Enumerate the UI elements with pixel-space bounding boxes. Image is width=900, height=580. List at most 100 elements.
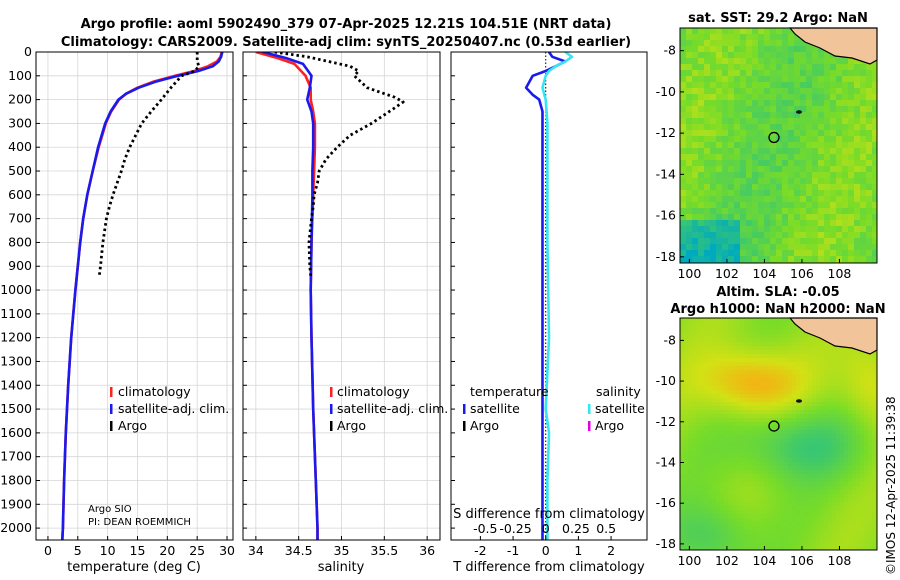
heat-cell — [852, 406, 857, 411]
heat-cell — [684, 494, 689, 499]
heat-cell — [864, 502, 869, 507]
heat-cell — [860, 166, 867, 173]
heat-cell — [768, 350, 773, 355]
heat-cell — [824, 130, 831, 137]
heat-cell — [764, 510, 769, 515]
heat-cell — [816, 526, 821, 531]
heat-cell — [820, 366, 825, 371]
heat-cell — [864, 394, 869, 399]
heat-cell — [704, 190, 711, 197]
heat-cell — [856, 382, 861, 387]
heat-cell — [776, 342, 781, 347]
heat-cell — [704, 220, 711, 227]
heat-cell — [800, 334, 805, 339]
heat-cell — [728, 482, 733, 487]
heat-cell — [692, 534, 697, 539]
heat-cell — [728, 526, 733, 531]
heat-cell — [796, 414, 801, 419]
heat-cell — [692, 124, 699, 131]
heat-cell — [708, 538, 713, 543]
heat-cell — [860, 82, 867, 89]
heat-cell — [784, 510, 789, 515]
heat-cell — [688, 382, 693, 387]
heat-cell — [776, 318, 781, 323]
heat-cell — [776, 130, 783, 137]
heat-cell — [844, 382, 849, 387]
heat-cell — [756, 394, 761, 399]
heat-cell — [868, 418, 873, 423]
heat-cell — [818, 154, 825, 161]
heat-cell — [800, 58, 807, 65]
heat-cell — [780, 494, 785, 499]
heat-cell — [804, 546, 809, 550]
heat-cell — [764, 172, 771, 179]
heat-cell — [680, 374, 685, 379]
heat-cell — [812, 208, 819, 215]
heat-cell — [720, 362, 725, 367]
heat-cell — [704, 334, 709, 339]
heat-cell — [788, 148, 795, 155]
heat-cell — [760, 366, 765, 371]
heat-cell — [792, 546, 797, 550]
heat-cell — [794, 130, 801, 137]
heat-cell — [768, 462, 773, 467]
heat-cell — [768, 322, 773, 327]
heat-cell — [860, 130, 867, 137]
heat-cell — [740, 502, 745, 507]
heat-cell — [764, 538, 769, 543]
heat-cell — [684, 518, 689, 523]
heat-cell — [736, 462, 741, 467]
heat-cell — [788, 112, 795, 119]
heat-cell — [746, 28, 753, 35]
heat-cell — [794, 154, 801, 161]
heat-cell — [752, 232, 759, 239]
heat-cell — [804, 446, 809, 451]
heat-cell — [808, 342, 813, 347]
heat-cell — [736, 482, 741, 487]
heat-cell — [820, 446, 825, 451]
heat-cell — [806, 166, 813, 173]
heat-cell — [712, 318, 717, 323]
heat-cell — [792, 510, 797, 515]
heat-cell — [792, 398, 797, 403]
heat-cell — [800, 470, 805, 475]
heat-cell — [712, 458, 717, 463]
heat-cell — [772, 498, 777, 503]
heat-cell — [768, 338, 773, 343]
heat-cell — [830, 76, 837, 83]
s-tick-label: 0.25 — [562, 521, 590, 536]
heat-cell — [836, 502, 841, 507]
heat-cell — [794, 118, 801, 125]
s-tick-label: -0.25 — [499, 521, 531, 536]
map-y-tick-label: -10 — [656, 84, 676, 99]
heat-cell — [852, 478, 857, 483]
heat-cell — [722, 112, 729, 119]
heat-cell — [728, 250, 735, 257]
heat-cell — [692, 172, 699, 179]
heat-cell — [800, 238, 807, 245]
heat-cell — [724, 546, 729, 550]
heat-cell — [686, 52, 693, 59]
heat-cell — [868, 398, 873, 403]
heat-cell — [700, 374, 705, 379]
heat-cell — [800, 526, 805, 531]
heat-cell — [868, 506, 873, 511]
heat-cell — [832, 542, 837, 547]
heat-cell — [740, 522, 745, 527]
heat-cell — [722, 46, 729, 53]
heat-cell — [732, 322, 737, 327]
heat-cell — [696, 526, 701, 531]
heat-cell — [764, 422, 769, 427]
heat-cell — [864, 442, 869, 447]
heat-cell — [818, 130, 825, 137]
heat-cell — [688, 514, 693, 519]
heat-cell — [732, 526, 737, 531]
heat-cell — [680, 538, 685, 543]
heat-cell — [776, 430, 781, 435]
heat-cell — [752, 118, 759, 125]
heat-cell — [692, 542, 697, 547]
heat-cell — [872, 148, 877, 155]
heat-cell — [722, 250, 729, 257]
heat-cell — [764, 118, 771, 125]
heat-cell — [872, 370, 877, 375]
